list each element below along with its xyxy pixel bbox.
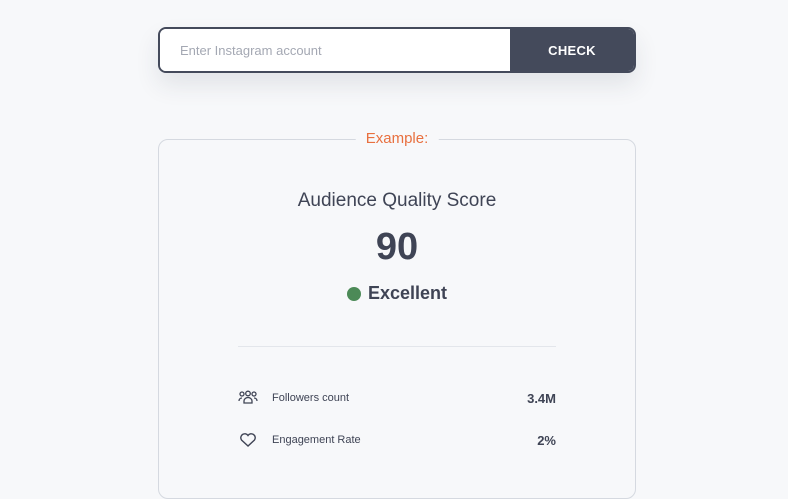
users-icon	[238, 390, 258, 404]
stat-label: Engagement Rate	[272, 434, 361, 446]
grade-label: Excellent	[367, 283, 448, 303]
stat-row-followers: Followers count 3.4M	[238, 390, 556, 406]
stat-row-engagement: Engagement Rate 2%	[238, 432, 556, 448]
score-value: 90	[375, 226, 419, 268]
score-title: Audience Quality Score	[297, 190, 497, 211]
stat-value: 3.4M	[527, 390, 556, 406]
divider	[238, 346, 556, 347]
score-grade: Excellent	[159, 283, 635, 304]
heart-icon	[240, 433, 256, 447]
example-card: Example: Audience Quality Score 90 Excel…	[158, 130, 636, 499]
check-button[interactable]: CHECK	[510, 29, 634, 71]
stat-value: 2%	[537, 432, 556, 448]
search-bar: CHECK	[158, 27, 636, 73]
example-legend: Example:	[355, 130, 439, 147]
instagram-account-input[interactable]	[160, 29, 510, 71]
status-dot-icon	[346, 286, 361, 301]
stat-label: Followers count	[272, 392, 350, 404]
